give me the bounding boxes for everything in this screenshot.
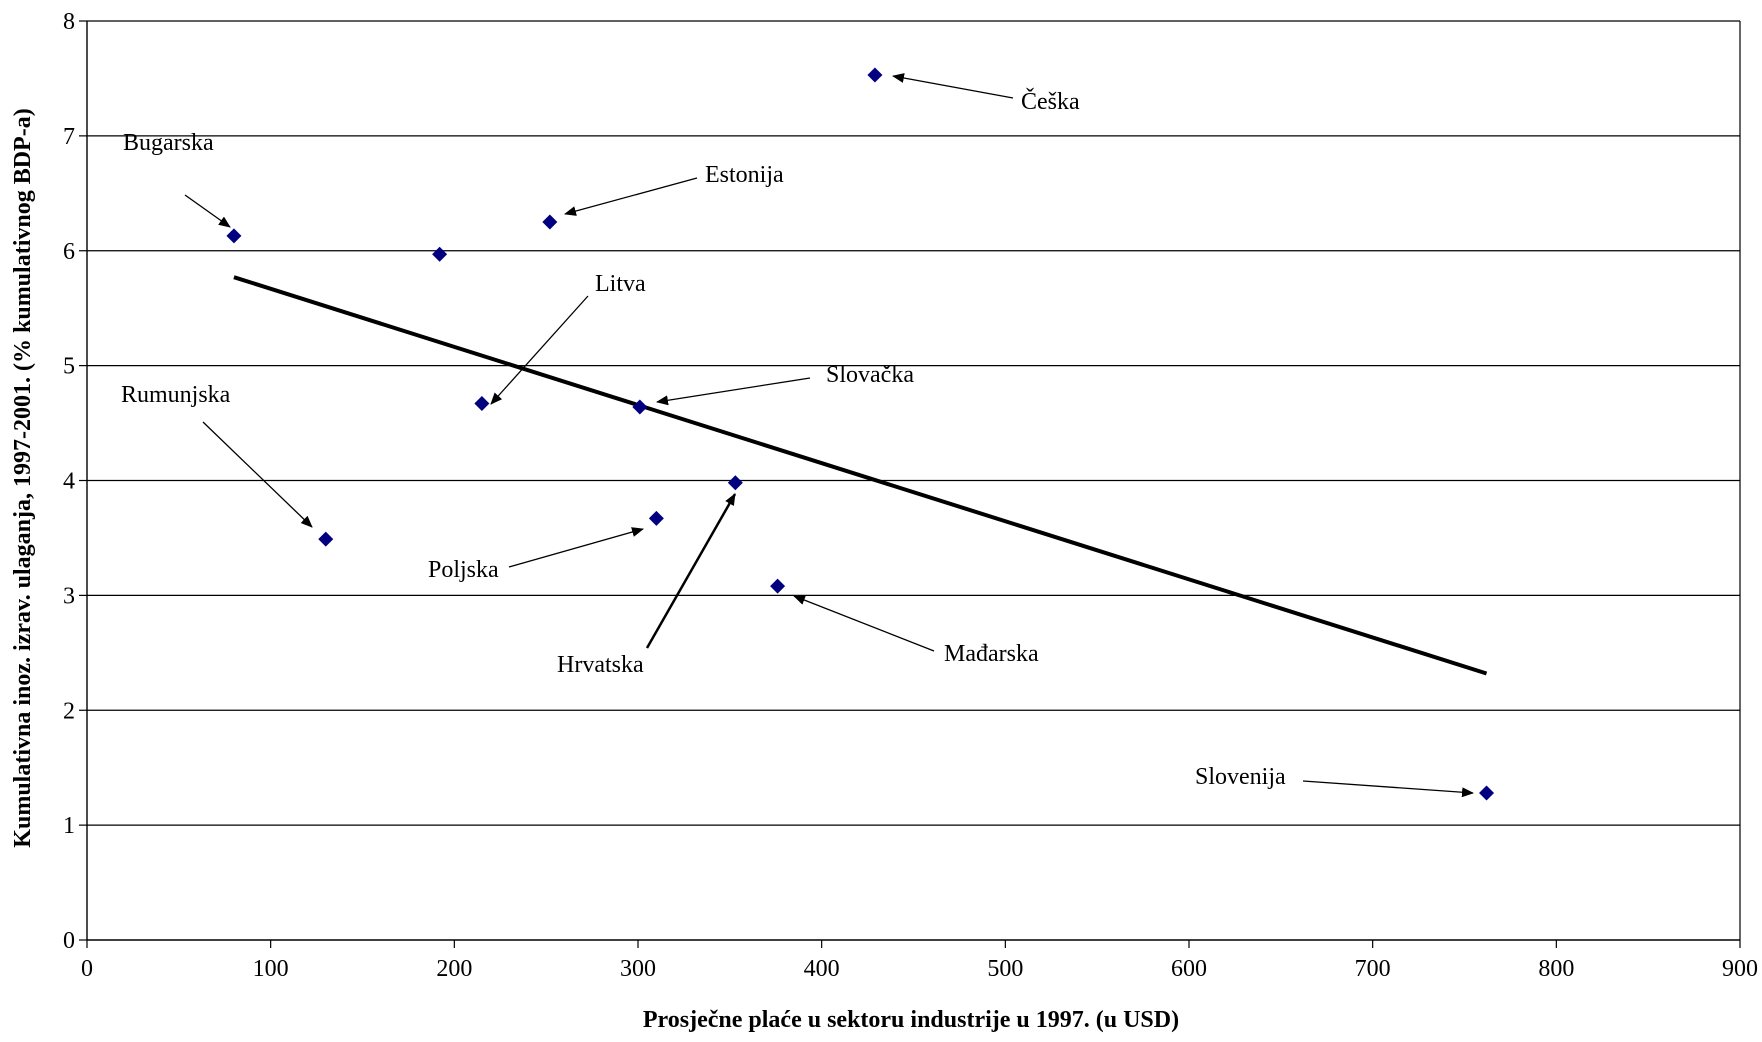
data-point (474, 396, 490, 412)
label-arrow (508, 527, 644, 568)
point-label: Hrvatska (557, 652, 644, 678)
data-point (1479, 785, 1495, 801)
point-label: Estonija (705, 162, 784, 188)
label-arrow (793, 595, 935, 652)
data-point (867, 67, 883, 83)
data-point (432, 246, 448, 262)
label-arrow (645, 493, 737, 649)
y-tick-label: 1 (63, 813, 75, 839)
label-arrow (892, 73, 1014, 99)
point-label: Rumunjska (121, 382, 231, 408)
data-point (318, 531, 334, 547)
y-axis-title: Kumulativna inoz. izrav. ulaganja, 1997-… (10, 108, 36, 847)
data-points (226, 67, 1495, 801)
data-point (226, 228, 242, 244)
y-tick-label: 7 (63, 124, 75, 150)
x-tick-label: 600 (1171, 956, 1207, 982)
point-label: Poljska (428, 557, 499, 583)
y-tick-label: 5 (63, 354, 75, 380)
point-label: Slovenija (1195, 764, 1286, 790)
data-point (648, 510, 664, 526)
tick-labels: 0 1 2 3 4 5 6 7 8 0 100 200 300 400 500 600 700 800 900 (63, 9, 1758, 982)
y-tick-label: 2 (63, 698, 75, 724)
label-arrow (1302, 780, 1474, 798)
label-arrow (656, 377, 811, 406)
x-tick-label: 100 (253, 956, 289, 982)
point-label: Bugarska (123, 130, 214, 156)
point-label: Češka (1021, 88, 1080, 115)
label-arrow (490, 295, 589, 405)
y-tick-label: 4 (63, 469, 75, 495)
axes (79, 20, 1741, 948)
label-arrows (184, 73, 1474, 798)
x-tick-label: 900 (1722, 956, 1758, 982)
trendline-group (233, 275, 1488, 676)
data-point (632, 399, 648, 415)
x-tick-label: 700 (1355, 956, 1391, 982)
x-tick-label: 0 (81, 956, 93, 982)
y-tick-label: 0 (63, 928, 75, 954)
gridlines (87, 20, 1740, 826)
x-tick-label: 400 (804, 956, 840, 982)
data-point (770, 578, 786, 594)
label-arrow (564, 177, 698, 216)
point-label: Slovačka (826, 362, 914, 388)
label-arrow (184, 194, 231, 228)
point-labels: Bugarska Estonija Češka Litva Slovačka Rumunj… (121, 88, 1286, 790)
y-tick-label: 8 (63, 9, 75, 35)
x-tick-label: 800 (1538, 956, 1574, 982)
x-tick-label: 500 (987, 956, 1023, 982)
x-tick-label: 300 (620, 956, 656, 982)
x-tick-label: 200 (436, 956, 472, 982)
trendline (233, 275, 1488, 676)
y-tick-label: 3 (63, 583, 75, 609)
point-label: Litva (595, 271, 646, 297)
y-tick-label: 6 (63, 239, 75, 265)
label-arrow (202, 421, 313, 528)
data-point (727, 475, 743, 491)
point-label: Mađarska (944, 641, 1039, 667)
data-point (542, 214, 558, 230)
x-axis-title: Prosječne plaće u sektoru industrije u 1… (643, 1007, 1179, 1033)
